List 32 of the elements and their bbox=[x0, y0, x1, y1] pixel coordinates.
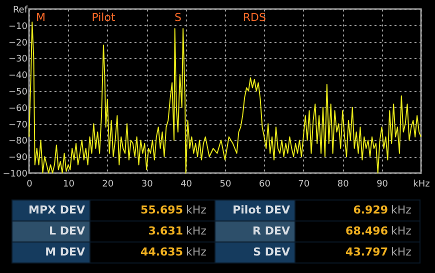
y-tick-label: Ref bbox=[12, 6, 28, 16]
x-tick-label: 40 bbox=[180, 180, 192, 190]
x-tick-label: 0 bbox=[26, 180, 33, 190]
x-tick-label: 50 bbox=[220, 180, 232, 190]
x-tick-label: 90 bbox=[376, 180, 388, 190]
annotation: Pilot bbox=[92, 11, 116, 24]
y-tick-label: −100 bbox=[2, 170, 28, 180]
y-tick-label: −70 bbox=[8, 120, 28, 130]
text: M DEV 44.635 kHz bbox=[45, 246, 206, 258]
y-tick-label: −30 bbox=[8, 54, 28, 65]
x-tick-label: 20 bbox=[102, 180, 114, 190]
y-tick-label: −80 bbox=[8, 136, 28, 147]
text: S DEV 43.797 kHz bbox=[253, 246, 412, 258]
y-tick-label: −90 bbox=[8, 153, 28, 164]
text: Pilot DEV 6.929 kHz bbox=[232, 204, 412, 216]
y-tick-label: −60 bbox=[8, 104, 28, 114]
text: MPX DEV 55.695 kHz bbox=[28, 204, 206, 216]
annotation: S bbox=[174, 11, 182, 24]
x-tick-label: 10 bbox=[62, 180, 75, 190]
text: R DEV 68.496 kHz bbox=[252, 224, 412, 238]
text: L DEV 3.631 kHz bbox=[49, 224, 206, 238]
x-tick-label: 30 bbox=[141, 180, 154, 190]
x-tick-label: kHz bbox=[413, 180, 430, 190]
annotation: M bbox=[36, 11, 46, 24]
y-tick-label: −20 bbox=[8, 38, 28, 48]
x-tick-label: 80 bbox=[337, 180, 350, 190]
y-tick-label: −50 bbox=[8, 88, 28, 98]
annotation: RDS bbox=[242, 11, 266, 24]
x-tick-label: 60 bbox=[258, 180, 271, 190]
y-tick-label: −40 bbox=[8, 71, 28, 82]
x-tick-label: 70 bbox=[298, 180, 310, 190]
y-tick-label: −10 bbox=[8, 22, 28, 32]
